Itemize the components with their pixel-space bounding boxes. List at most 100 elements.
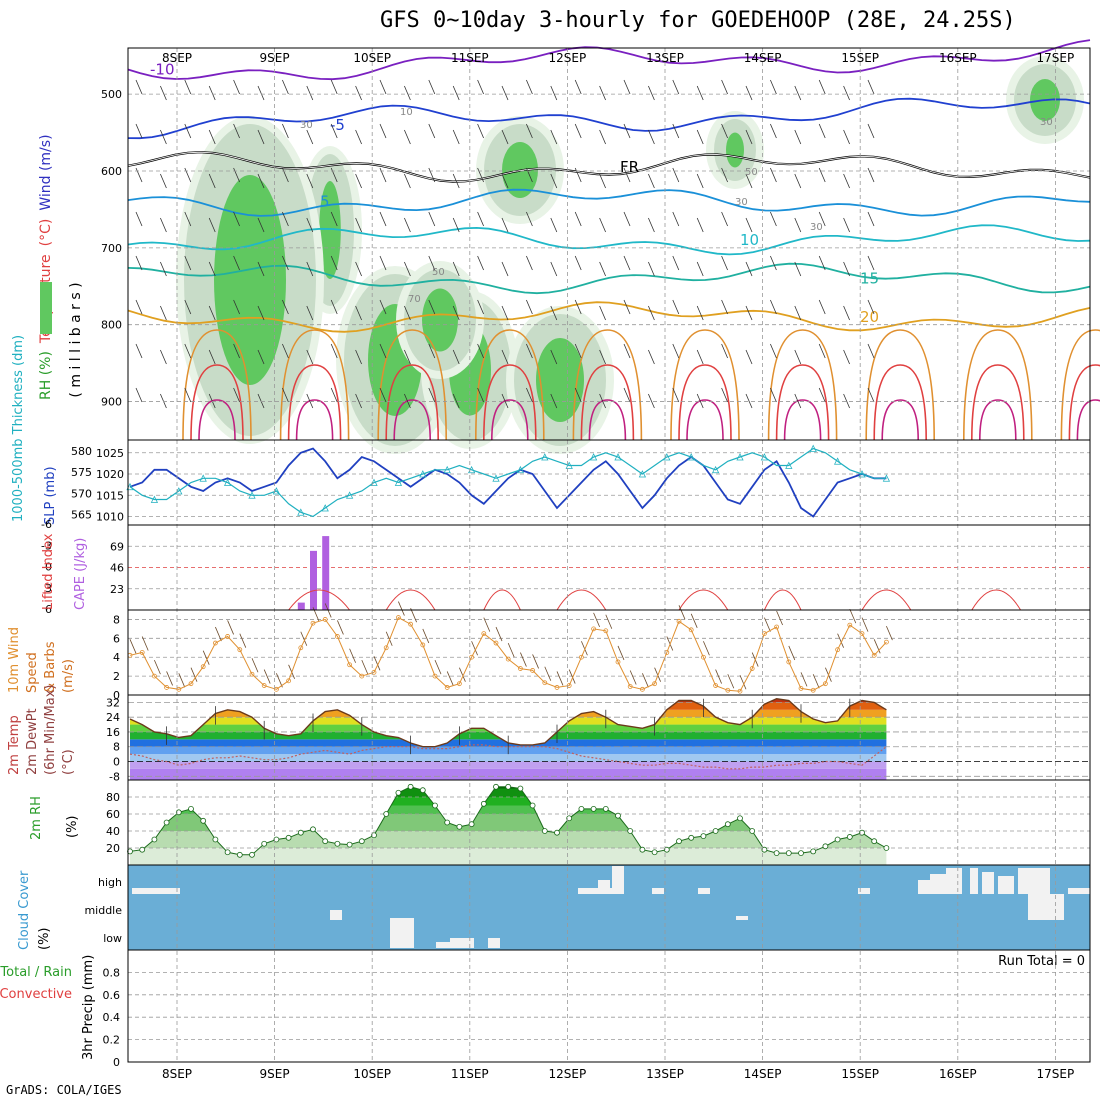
wind-barb xyxy=(696,261,704,277)
wind-barb xyxy=(623,387,631,403)
wind-barb xyxy=(257,173,265,189)
cloud-background xyxy=(128,865,1090,950)
warm-contour-arc xyxy=(279,329,350,441)
wind-barb xyxy=(330,79,338,95)
cape-bar xyxy=(322,536,330,610)
li-tick-label: 3 xyxy=(45,582,52,595)
lifted-index-line xyxy=(483,589,521,611)
thickness-marker xyxy=(785,461,793,469)
wind-barb xyxy=(788,645,796,661)
rh-shade-inner xyxy=(536,338,584,422)
wind-barb xyxy=(849,608,857,624)
wind-barb xyxy=(818,299,826,315)
pressure-tick-label: 500 xyxy=(101,88,122,101)
wind-barb xyxy=(501,261,509,277)
wind-barb xyxy=(428,79,436,95)
warm-contour-arc xyxy=(393,399,431,441)
warm-contour-arc xyxy=(295,399,334,441)
contour-label: 10 xyxy=(740,231,759,249)
precip-tick-label: 0.6 xyxy=(103,989,121,1002)
wind-barb xyxy=(501,349,509,365)
wind-barb xyxy=(434,659,442,675)
wind-barb xyxy=(648,393,655,409)
lifted-index-line xyxy=(288,589,350,611)
rh-band xyxy=(130,814,887,831)
wind-barb xyxy=(257,85,265,101)
wind-barb xyxy=(867,255,875,271)
wind-barb xyxy=(574,387,582,403)
wind-barb xyxy=(873,639,881,654)
wind-barb xyxy=(843,261,850,277)
rh-shade-inner xyxy=(214,175,286,385)
wind-barb xyxy=(306,217,314,233)
wind-barb xyxy=(794,85,802,101)
slp-tick-label: 1025 xyxy=(96,447,124,460)
bottom-date-label: 12SEP xyxy=(549,1067,587,1081)
warm-contour-arc xyxy=(491,399,529,441)
wind-barb xyxy=(867,387,875,403)
wind-barb xyxy=(526,343,533,359)
wind-barb xyxy=(459,667,466,682)
rh-point xyxy=(773,850,780,856)
rh-point xyxy=(785,850,792,856)
upper-air-ylabel: RH (%)Temperature(°C)Wind (m/s) xyxy=(38,134,54,400)
wind-barb xyxy=(404,85,411,101)
rh-point xyxy=(761,846,768,853)
rh-band xyxy=(130,788,887,797)
wind-barb xyxy=(648,261,655,277)
rh-point xyxy=(651,849,658,856)
rh-point xyxy=(627,828,634,834)
cape-bar xyxy=(310,550,317,610)
wind-barb xyxy=(233,123,240,139)
top-date-label: 16SEP xyxy=(939,51,977,65)
thickness-marker xyxy=(297,508,305,516)
ylabel-part: (°C) xyxy=(38,219,54,247)
wind-barb xyxy=(300,631,308,646)
rh-point xyxy=(493,783,499,790)
thickness-marker xyxy=(516,465,525,474)
bottom-date-label: 13SEP xyxy=(646,1067,684,1081)
wind-barb xyxy=(208,261,216,277)
thickness-marker xyxy=(736,453,744,461)
temp-tick-label: 16 xyxy=(106,726,120,739)
wind-barb xyxy=(867,167,875,183)
rh-point xyxy=(602,806,609,812)
rh-band xyxy=(130,797,887,806)
wind-barb xyxy=(160,261,167,277)
rh-point xyxy=(456,823,463,830)
bottom-date-label: 15SEP xyxy=(841,1067,879,1081)
rh-tick-label: 60 xyxy=(106,808,120,821)
wind-barb xyxy=(306,393,314,409)
wind-barb xyxy=(818,255,826,271)
wind-barb xyxy=(696,217,704,233)
wind-barb xyxy=(477,387,484,403)
wind-barb xyxy=(355,129,362,145)
cloud-patch xyxy=(736,916,748,920)
wind-barb xyxy=(477,255,484,271)
thickness-marker xyxy=(565,461,573,469)
wind-barb xyxy=(160,217,167,233)
thickness-marker xyxy=(858,470,866,478)
wind-barb xyxy=(696,129,704,145)
rh-point xyxy=(700,833,707,839)
rh-point xyxy=(358,838,365,845)
wind-tick-label: 4 xyxy=(113,651,120,664)
cloud-ylabel: (%) xyxy=(37,928,52,951)
wind-barb xyxy=(184,211,192,227)
wind-barb xyxy=(471,641,478,656)
rh-point xyxy=(846,834,853,840)
temp-band xyxy=(130,702,887,710)
wind-barb xyxy=(160,393,167,409)
rh-band xyxy=(130,805,887,814)
wind-barb xyxy=(843,349,850,365)
wind-barb xyxy=(330,211,338,227)
temperature-contour-line xyxy=(127,224,1091,256)
wind-barb xyxy=(160,85,167,101)
wind-barb xyxy=(349,648,356,663)
wind-barb xyxy=(233,211,240,227)
contour-label: 20 xyxy=(860,308,879,326)
wind-barb xyxy=(721,255,728,271)
rh-point xyxy=(432,802,438,809)
rh-tick-label: 20 xyxy=(106,842,120,855)
wind-barb xyxy=(574,167,582,183)
